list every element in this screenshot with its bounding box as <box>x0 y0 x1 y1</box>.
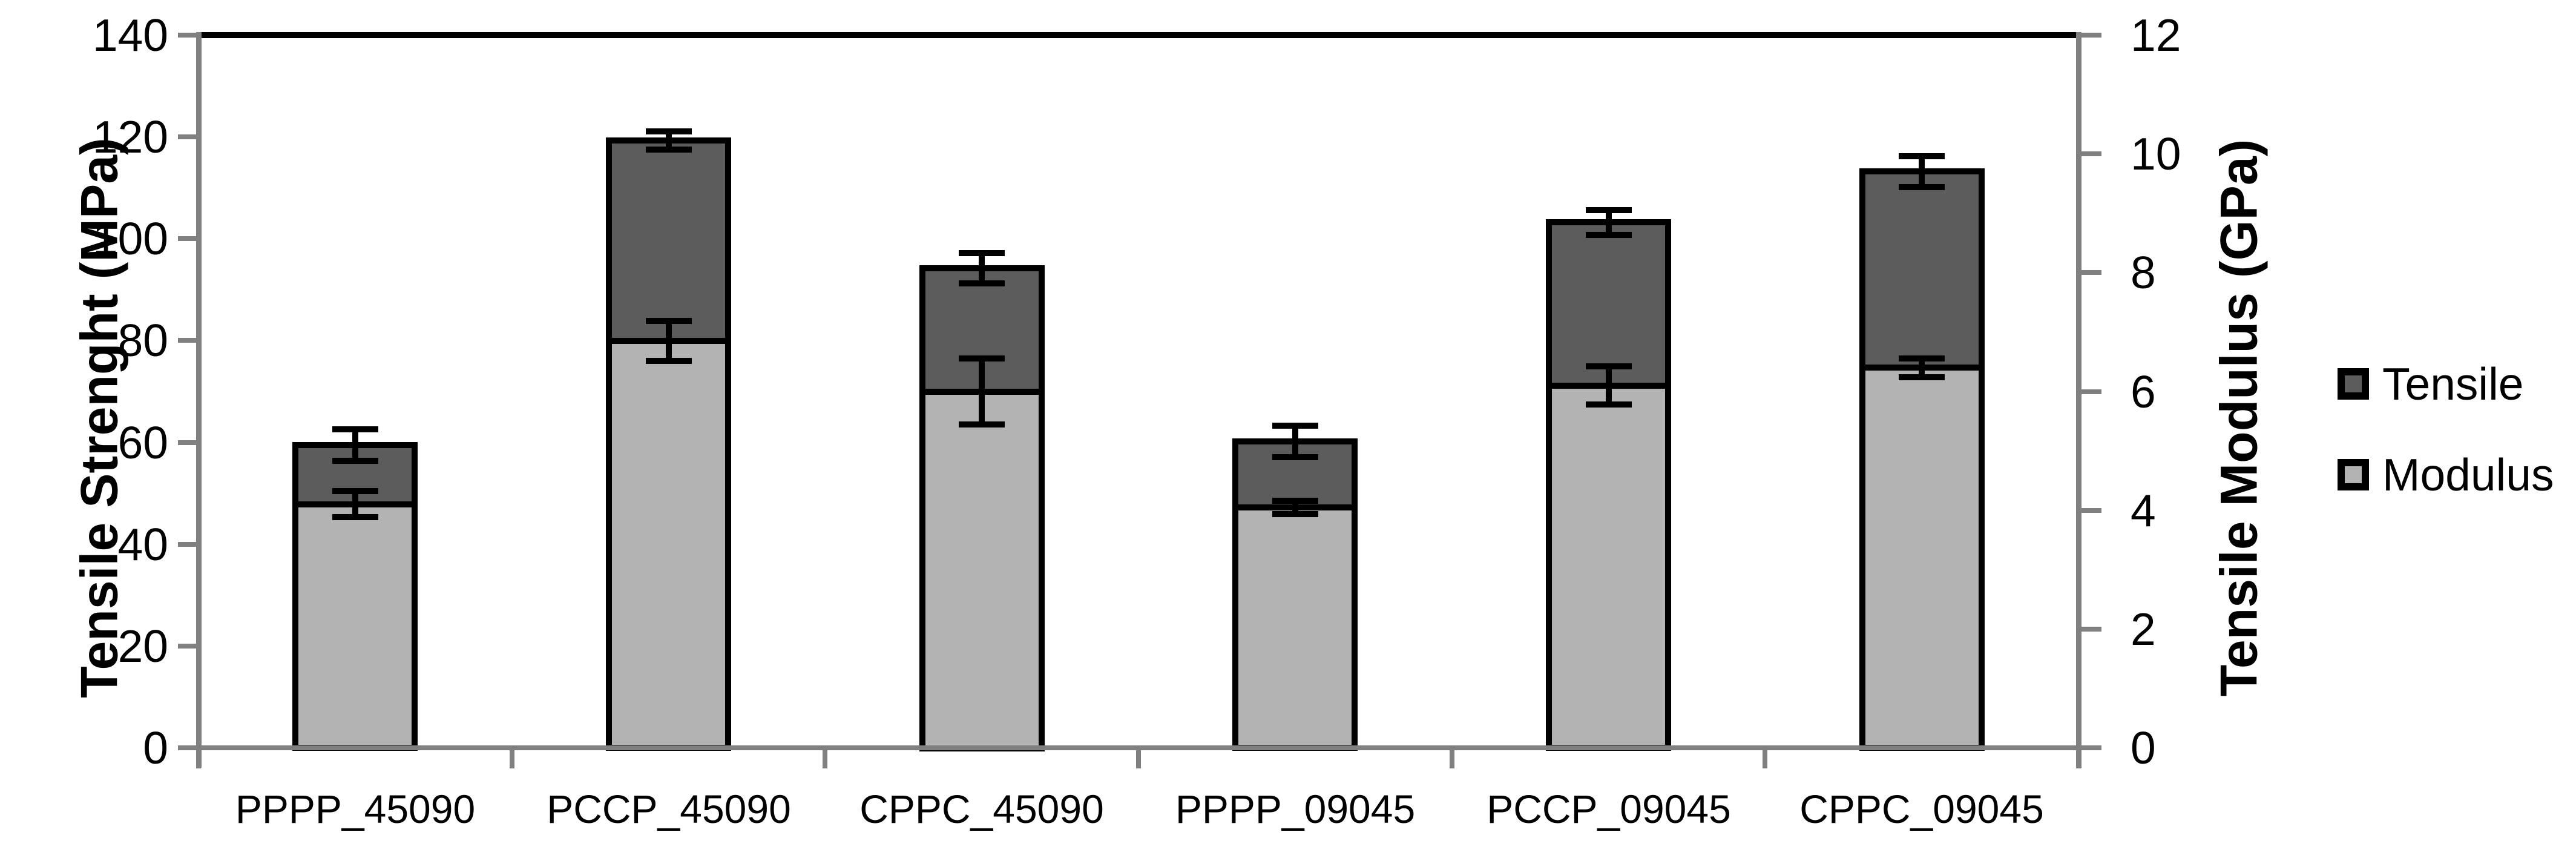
error-bar-line-modulus-CPPC_09045 <box>1919 358 1925 377</box>
error-bar-line-tensile-CPPC_45090 <box>979 253 985 283</box>
bar-modulus-CPPC_09045 <box>1859 365 1985 751</box>
legend-entry-modulus: Modulus <box>2338 448 2554 501</box>
right-axis-line <box>2076 32 2082 768</box>
right-axis-tick <box>2081 33 2101 38</box>
error-bar-cap-top-modulus-PPPP_45090 <box>332 488 378 494</box>
right-axis-tick <box>2081 745 2101 750</box>
error-bar-line-modulus-PPPP_45090 <box>352 491 358 517</box>
error-bar-line-modulus-CPPC_45090 <box>979 358 985 425</box>
left-axis-tick-label: 0 <box>143 722 168 773</box>
category-label-CPPC_09045: CPPC_09045 <box>1799 787 2044 831</box>
left-axis-tick-label: 60 <box>117 417 168 468</box>
error-bar-line-modulus-PCCP_45090 <box>666 321 672 361</box>
plot-top-border <box>199 32 2078 38</box>
error-bar-cap-bottom-modulus-CPPC_09045 <box>1899 374 1945 380</box>
error-bar-cap-bottom-tensile-PPPP_09045 <box>1272 454 1318 460</box>
right-axis-tick-label: 12 <box>2131 10 2181 61</box>
error-bar-cap-top-tensile-PCCP_45090 <box>646 128 692 134</box>
right-axis-tick <box>2081 151 2101 156</box>
left-axis-tick <box>178 338 199 343</box>
bar-modulus-CPPC_45090 <box>919 389 1045 751</box>
error-bar-cap-top-modulus-PPPP_09045 <box>1272 498 1318 504</box>
left-axis-tick-label: 140 <box>92 10 168 61</box>
category-label-PPPP_09045: PPPP_09045 <box>1175 787 1416 831</box>
error-bar-cap-bottom-modulus-PPPP_45090 <box>332 514 378 520</box>
right-axis-tick-label: 10 <box>2131 128 2181 179</box>
error-bar-cap-bottom-tensile-PPPP_45090 <box>332 458 378 464</box>
error-bar-cap-bottom-tensile-PCCP_09045 <box>1586 232 1632 238</box>
right-axis-tick-label: 8 <box>2131 247 2156 298</box>
legend-label-modulus: Modulus <box>2382 449 2554 500</box>
left-axis-tick <box>178 33 199 38</box>
left-axis-tick-label: 40 <box>117 519 168 570</box>
legend-entry-tensile: Tensile <box>2338 357 2554 411</box>
error-bar-cap-top-modulus-PCCP_45090 <box>646 318 692 324</box>
left-axis-tick <box>178 745 199 750</box>
bottom-axis-tick <box>1763 748 1767 768</box>
error-bar-line-modulus-PCCP_09045 <box>1606 366 1612 404</box>
right-axis-tick <box>2081 389 2101 394</box>
error-bar-cap-bottom-modulus-PCCP_09045 <box>1586 401 1632 408</box>
legend: Tensile Modulus <box>2338 357 2554 501</box>
left-axis-tick-label: 80 <box>117 315 168 366</box>
left-axis-tick <box>178 542 199 547</box>
error-bar-cap-bottom-modulus-PCCP_45090 <box>646 358 692 364</box>
bottom-axis-tick <box>1450 748 1454 768</box>
left-axis-tick-label: 120 <box>92 111 168 162</box>
error-bar-cap-bottom-modulus-PPPP_09045 <box>1272 511 1318 517</box>
right-axis-tick-label: 0 <box>2131 722 2156 773</box>
category-label-PCCP_09045: PCCP_09045 <box>1487 787 1731 831</box>
left-axis-tick-label: 20 <box>117 621 168 672</box>
right-axis-tick-label: 6 <box>2131 366 2156 417</box>
legend-label-tensile: Tensile <box>2382 358 2524 409</box>
bar-modulus-PCCP_09045 <box>1546 383 1671 751</box>
error-bar-line-tensile-PCCP_09045 <box>1606 210 1612 234</box>
error-bar-cap-bottom-tensile-PCCP_45090 <box>646 147 692 153</box>
category-label-PPPP_45090: PPPP_45090 <box>235 787 476 831</box>
bar-modulus-PPPP_45090 <box>292 501 418 751</box>
error-bar-cap-top-modulus-CPPC_45090 <box>959 355 1005 361</box>
error-bar-cap-top-tensile-CPPC_09045 <box>1899 153 1945 159</box>
left-axis-tick-label: 100 <box>92 213 168 264</box>
left-axis-tick <box>178 134 199 139</box>
error-bar-cap-top-tensile-PPPP_09045 <box>1272 423 1318 429</box>
error-bar-cap-top-modulus-PCCP_09045 <box>1586 363 1632 369</box>
error-bar-cap-top-tensile-CPPC_45090 <box>959 250 1005 256</box>
error-bar-cap-bottom-tensile-CPPC_45090 <box>959 280 1005 286</box>
left-axis-tick <box>178 644 199 649</box>
error-bar-line-tensile-PPPP_09045 <box>1292 426 1298 457</box>
category-label-CPPC_45090: CPPC_45090 <box>859 787 1104 831</box>
bar-modulus-PCCP_45090 <box>606 338 731 751</box>
error-bar-line-tensile-CPPC_09045 <box>1919 156 1925 187</box>
error-bar-line-tensile-PPPP_45090 <box>352 429 358 461</box>
right-axis-tick-label: 4 <box>2131 485 2156 536</box>
bottom-axis-tick <box>2076 748 2081 768</box>
category-label-PCCP_45090: PCCP_45090 <box>547 787 791 831</box>
bottom-axis-tick <box>510 748 514 768</box>
error-bar-line-modulus-PPPP_09045 <box>1292 501 1298 514</box>
error-bar-cap-top-modulus-CPPC_09045 <box>1899 355 1945 361</box>
bottom-axis-tick <box>1136 748 1141 768</box>
error-bar-cap-top-tensile-PCCP_09045 <box>1586 207 1632 213</box>
bottom-axis-tick <box>823 748 827 768</box>
bar-modulus-PPPP_09045 <box>1232 504 1358 751</box>
right-axis-tick <box>2081 508 2101 513</box>
legend-swatch-modulus-icon <box>2338 459 2369 490</box>
error-bar-line-tensile-PCCP_45090 <box>666 131 672 150</box>
left-axis-tick <box>178 440 199 445</box>
error-bar-cap-bottom-modulus-CPPC_45090 <box>959 421 1005 428</box>
left-axis-line <box>196 32 202 768</box>
bottom-axis-tick <box>196 748 201 768</box>
left-axis-tick <box>178 236 199 241</box>
legend-swatch-tensile-icon <box>2338 368 2369 400</box>
error-bar-cap-bottom-tensile-CPPC_09045 <box>1899 184 1945 190</box>
right-axis-tick <box>2081 270 2101 275</box>
right-axis-tick <box>2081 627 2101 632</box>
right-axis-tick-label: 2 <box>2131 604 2156 655</box>
error-bar-cap-top-tensile-PPPP_45090 <box>332 426 378 432</box>
